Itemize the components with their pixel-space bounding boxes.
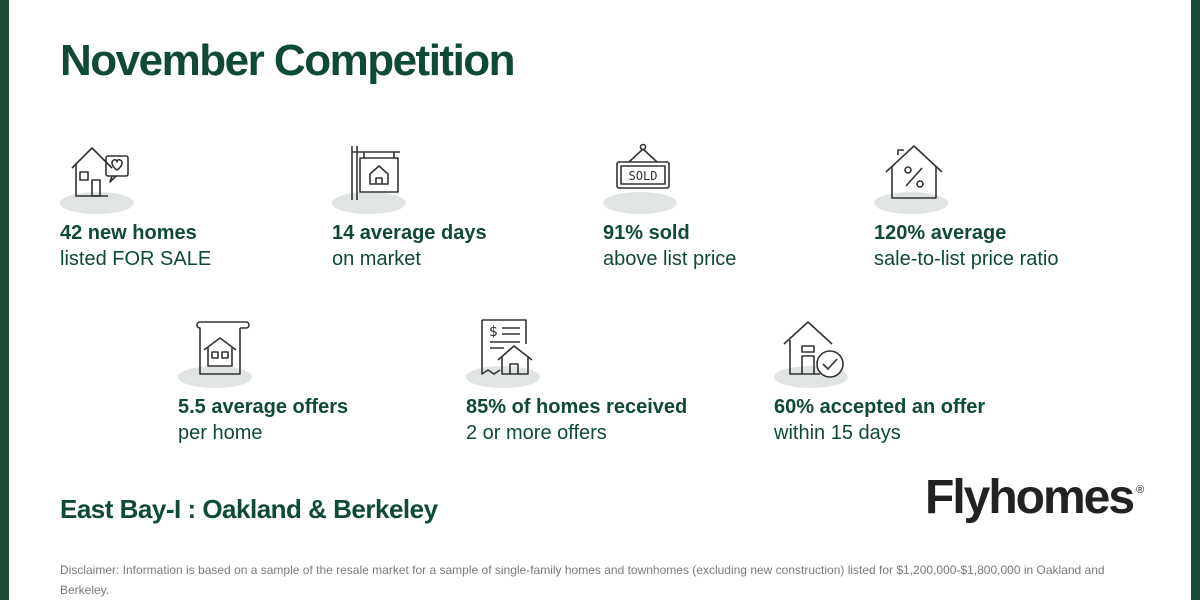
stat-multiple-offers: $ 85% of homes received 2 or more offers (466, 316, 687, 446)
stat-new-homes-value: 42 new homes (60, 222, 197, 244)
sold-sign-text: SOLD (629, 169, 658, 183)
region-label: East Bay-I : Oakland & Berkeley (60, 494, 438, 524)
frame-right-border (1191, 0, 1200, 600)
stat-accepted-value: 60% accepted an offer (774, 396, 986, 418)
sign-post-icon (351, 146, 400, 200)
stat-new-homes: 42 new homes listed FOR SALE (60, 142, 211, 272)
stat-ratio-label: sale-to-list price ratio (874, 248, 1059, 270)
disclaimer-text: Disclaimer: Information is based on a sa… (60, 563, 1105, 597)
stat-accepted-label: within 15 days (774, 422, 901, 444)
house-heart-icon (71, 147, 129, 197)
stat-accepted-offer: 60% accepted an offer within 15 days (774, 316, 985, 446)
svg-text:$: $ (489, 324, 498, 340)
stat-offers-label: per home (178, 422, 263, 444)
stat-sold-value: 91% sold (603, 222, 690, 244)
registered-mark: ® (1136, 484, 1145, 496)
stat-sold-label: above list price (603, 248, 737, 270)
page-title: November Competition (60, 36, 516, 85)
stat-days-value: 14 average days (332, 222, 487, 244)
house-check-icon (783, 321, 844, 378)
house-percent-icon (885, 145, 943, 199)
invoice-house-icon: $ (481, 319, 533, 375)
stat-multi-offers-label: 2 or more offers (466, 422, 607, 444)
stat-average-offers: 5.5 average offers per home (178, 316, 348, 446)
stat-days-on-market: 14 average days on market (332, 142, 487, 272)
stat-offers-value: 5.5 average offers (178, 396, 349, 418)
frame-left-border (0, 0, 9, 600)
flyhomes-logo: Flyhomes ® (925, 470, 1145, 525)
stat-ratio-value: 120% average (874, 222, 1007, 244)
stat-days-label: on market (332, 248, 421, 270)
stat-multi-offers-value: 85% of homes received (466, 396, 688, 418)
stat-sale-to-list: 120% average sale-to-list price ratio (874, 142, 1059, 272)
stat-new-homes-label: listed FOR SALE (60, 248, 212, 270)
house-document-icon (196, 321, 250, 375)
brand-name: Flyhomes (925, 471, 1135, 524)
stat-sold-above-list: SOLD 91% sold above list price (603, 142, 736, 272)
sold-sign-icon: SOLD (616, 143, 670, 189)
